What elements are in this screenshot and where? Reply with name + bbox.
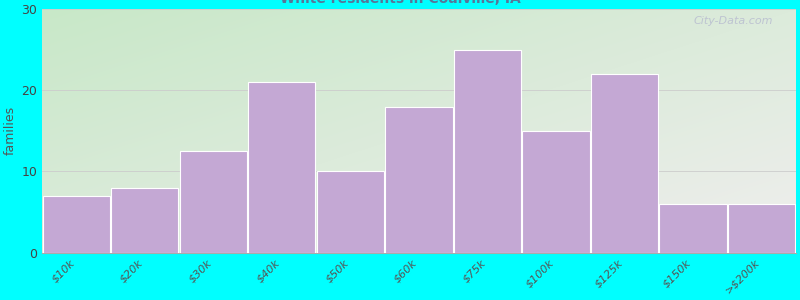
Bar	[659, 204, 726, 253]
Bar	[522, 131, 590, 253]
Bar	[454, 50, 521, 253]
Bar	[317, 171, 384, 253]
Text: White residents in Coalville, IA: White residents in Coalville, IA	[280, 0, 520, 6]
Bar	[180, 151, 247, 253]
Bar	[42, 196, 110, 253]
Y-axis label: families: families	[4, 106, 17, 155]
Bar	[248, 82, 315, 253]
Bar	[728, 204, 795, 253]
Text: City-Data.com: City-Data.com	[694, 16, 774, 26]
Bar	[111, 188, 178, 253]
Bar	[591, 74, 658, 253]
Bar	[386, 106, 453, 253]
